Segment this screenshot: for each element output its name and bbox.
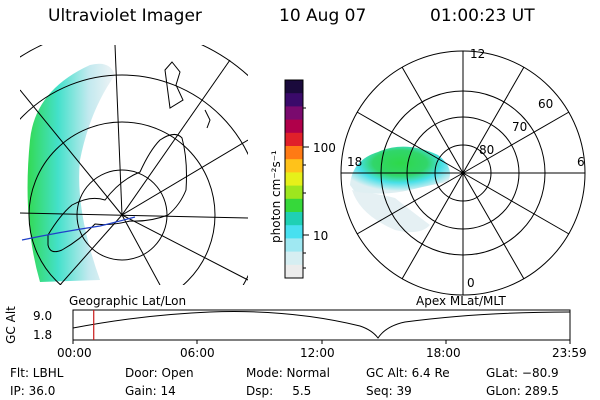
time-tick-0000: 00:00 xyxy=(57,346,92,360)
gc-alt-ymin: 1.8 xyxy=(33,328,53,342)
time-tick-1200: 12:00 xyxy=(300,346,335,360)
colorbar-segment xyxy=(285,212,303,226)
status-ip: IP: 36.0 xyxy=(10,384,56,398)
date-label: 10 Aug 07 xyxy=(279,6,367,26)
colorbar-segment xyxy=(285,238,303,253)
status-gain: Gain: 14 xyxy=(125,384,176,398)
colorbar-tick-100: 100 xyxy=(313,141,336,155)
geographic-panel-label: Geographic Lat/Lon xyxy=(69,294,187,308)
time-tick-1800: 18:00 xyxy=(426,346,461,360)
colorbar-segment xyxy=(285,132,303,147)
lat-label-70: 70 xyxy=(512,120,528,134)
gc-alt-axis-title: GC Alt xyxy=(3,306,18,344)
colorbar-segment xyxy=(285,264,303,279)
aurora-band-right xyxy=(350,146,451,194)
status-seq: Seq: 39 xyxy=(366,384,412,398)
lat-label-60: 60 xyxy=(538,97,554,111)
polar-plot xyxy=(340,50,586,296)
lat-label-80: 80 xyxy=(479,143,495,157)
time-tick-2359: 23:59 xyxy=(552,346,587,360)
colorbar-segment xyxy=(285,172,303,187)
colorbar-segment xyxy=(285,93,303,107)
mlt-label-0: 0 xyxy=(467,276,475,290)
mlt-label-18: 18 xyxy=(347,155,363,169)
time-tick-0600: 06:00 xyxy=(180,346,215,360)
aurora-band-left xyxy=(27,63,116,282)
status-dsp: Dsp: 5.5 xyxy=(246,384,312,398)
colorbar-segment xyxy=(285,146,303,160)
gc-alt-plot xyxy=(72,309,571,344)
geographic-map xyxy=(20,45,248,285)
status-glon: GLon: 289.5 xyxy=(486,384,559,398)
colorbar-segment xyxy=(285,80,303,94)
status-glat: GLat: −80.9 xyxy=(486,366,559,380)
colorbar-segment xyxy=(285,106,303,121)
colorbar-segment xyxy=(285,225,303,239)
colorbar-segment xyxy=(285,185,303,200)
colorbar-segment xyxy=(285,198,303,213)
mlt-label-6: 6 xyxy=(577,155,585,169)
mlt-label-12: 12 xyxy=(470,47,486,61)
gc-alt-ymax: 9.0 xyxy=(33,309,53,323)
colorbar xyxy=(284,79,309,279)
status-door: Door: Open xyxy=(125,366,194,380)
status-gcalt: GC Alt: 6.4 Re xyxy=(366,366,450,380)
apex-panel-label: Apex MLat/MLT xyxy=(416,294,506,308)
status-flt: Flt: LBHL xyxy=(10,366,64,380)
colorbar-segment xyxy=(285,119,303,134)
status-mode: Mode: Normal xyxy=(246,366,330,380)
colorbar-unit-label: photon cm⁻²s⁻¹ xyxy=(269,150,283,243)
instrument-title: Ultraviolet Imager xyxy=(48,6,202,26)
colorbar-tick-10: 10 xyxy=(313,229,329,243)
colorbar-segment xyxy=(285,251,303,266)
time-label: 01:00:23 UT xyxy=(430,6,535,26)
colorbar-segment xyxy=(285,159,303,173)
